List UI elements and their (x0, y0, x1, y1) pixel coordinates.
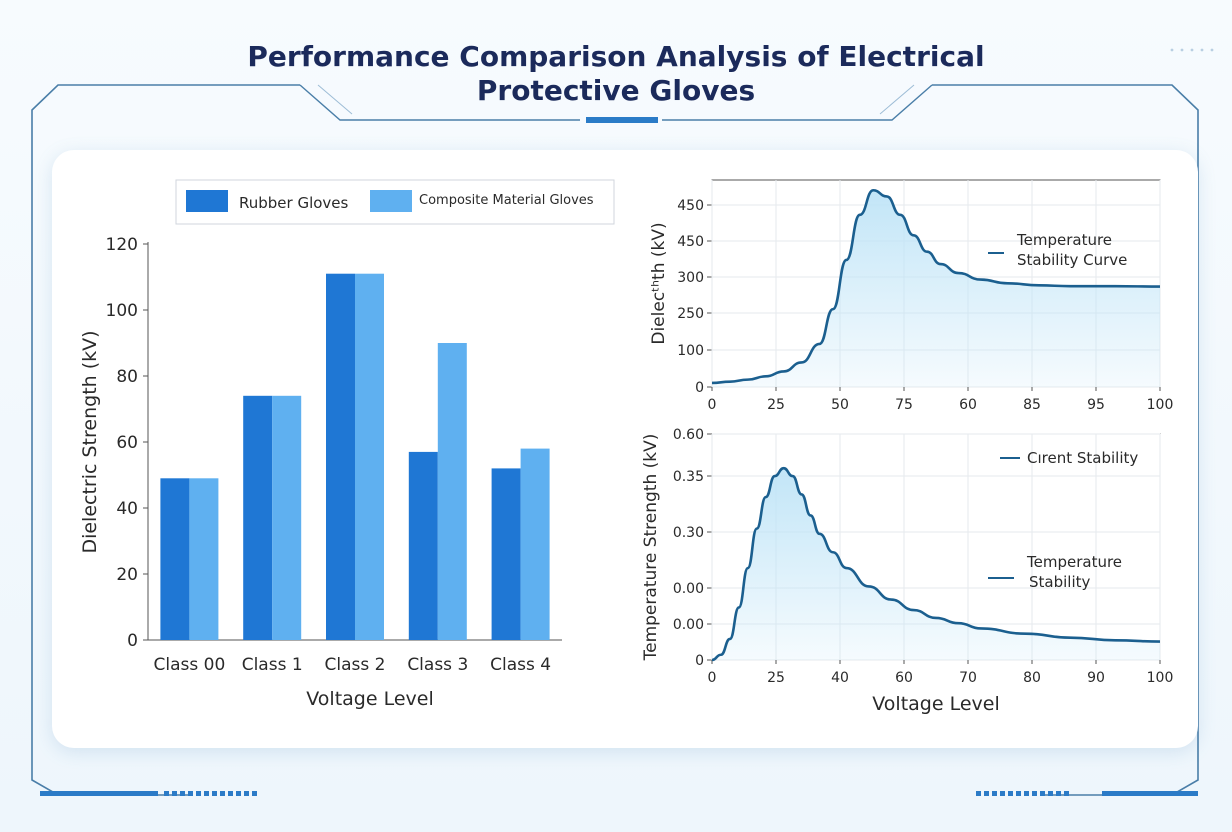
legend-label-rubber: Rubber Gloves (239, 194, 349, 212)
bar-rubber (160, 478, 190, 640)
dielectric-curve-chart-x-tick-label: 95 (1087, 397, 1105, 413)
bar-composite (355, 273, 384, 640)
temperature-curve-chart-x-tick-label: 40 (831, 670, 849, 686)
page-title-line-2: Protective Gloves (476, 74, 756, 107)
temperature-curve-chart-y-tick-label: 0.00 (673, 581, 704, 597)
legend-label-current: Cırent Stability (1027, 449, 1138, 467)
bar-y-tick-label: 80 (116, 367, 138, 387)
bar-composite (437, 343, 467, 640)
temperature-curve-chart-x-tick-label: 70 (959, 670, 977, 686)
bar-y-axis-label: Dielectric Strength (kV) (79, 330, 101, 553)
bar-composite (189, 478, 219, 640)
bar-x-tick-label: Class 00 (154, 655, 226, 675)
bar-y-tick-label: 40 (116, 499, 138, 519)
legend-swatch-composite (370, 190, 412, 212)
temperature-curve-chart-x-tick-label: 25 (767, 670, 785, 686)
dielectric-curve-chart-line (711, 188, 1161, 385)
title-accent-bar (586, 117, 658, 123)
temperature-curve-chart-y-axis-label: Temperature Strength (kV) (641, 434, 661, 662)
bar-composite (520, 448, 550, 640)
temperature-curve-chart-y-tick-label: 0 (695, 653, 704, 669)
temperature-curve-chart-x-axis-label: Voltage Level (872, 693, 999, 715)
temperature-curve-chart-x-tick-label: 60 (895, 670, 913, 686)
dielectric-curve-chart-y-tick-label: 450 (677, 198, 704, 214)
bar-y-tick-label: 60 (116, 433, 138, 453)
dielectric-curve-chart-x-tick-label: 0 (708, 397, 717, 413)
dielectric-curve-chart-x-tick-label: 100 (1147, 397, 1174, 413)
temperature-curve-chart-x-tick-label: 90 (1087, 670, 1105, 686)
bar-chart: 0 20 40 60 80 100 120 Class 00 Class 1 Class 2 Cla… (79, 179, 615, 710)
bar-rubber (326, 273, 355, 640)
dielectric-curve-chart-y-tick-label: 250 (677, 306, 704, 322)
dielectric-curve-chart: 0 100 250 300 450 450 0 25 50 75 60 85 95 100 Dielecᵗʰ… (649, 179, 1174, 413)
dielectric-curve-chart-y-tick-label: 100 (677, 343, 704, 359)
temperature-curve-chart-x-tick-label: 0 (708, 670, 717, 686)
dielectric-curve-chart-x-tick-label: 85 (1023, 397, 1041, 413)
temperature-curve-chart-y-tick-label: 0.35 (673, 469, 704, 485)
bar-y-tick-label: 0 (127, 631, 138, 651)
bar-y-tick-label: 20 (116, 565, 138, 585)
temperature-curve-chart-x-tick-label: 80 (1023, 670, 1041, 686)
legend-label-composite: Composite Material Gloves (419, 193, 594, 208)
dielectric-curve-chart-x-tick-label: 50 (831, 397, 849, 413)
dielectric-curve-chart-y-tick-label: 300 (677, 270, 704, 286)
bar-x-tick-label: Class 2 (325, 655, 386, 675)
charts-canvas: 0 20 40 60 80 100 120 Class 00 Class 1 Class 2 Cla… (79, 179, 1174, 715)
temperature-curve-chart: 0 0.00 0.00 0.30 0.35 0.60 0 25 40 60 70 80 90 100 Tem… (641, 427, 1173, 715)
dielectric-curve-chart-x-tick-label: 75 (895, 397, 913, 413)
bar-rubber (243, 395, 273, 640)
temperature-curve-chart-x-tick-label: 100 (1147, 670, 1174, 686)
page-title-line-1: Performance Comparison Analysis of Elect… (247, 40, 985, 73)
bar-x-axis-label: Voltage Level (306, 688, 433, 710)
temperature-curve-chart-y-tick-label: 0.00 (673, 617, 704, 633)
bar-rubber (408, 451, 438, 640)
page-title: Performance Comparison Analysis of Elect… (0, 40, 1232, 108)
charts-card: 0 20 40 60 80 100 120 Class 00 Class 1 Class 2 Cla… (52, 150, 1198, 748)
bar-x-tick-label: Class 3 (407, 655, 468, 675)
dielectric-curve-chart-y-axis-label: Dielecᵗʰth (kV) (649, 222, 669, 344)
bar-legend: Rubber Gloves Composite Material Gloves (175, 179, 615, 225)
dielectric-curve-chart-area (712, 190, 1160, 387)
bar-y-tick-label: 100 (106, 301, 138, 321)
temperature-curve-chart-y-tick-label: 0.60 (673, 427, 704, 443)
dielectric-curve-chart-x-tick-label: 60 (959, 397, 977, 413)
dielectric-curve-chart-x-tick-label: 25 (767, 397, 785, 413)
dielectric-curve-chart-y-tick-label: 450 (677, 234, 704, 250)
bar-rubber (491, 468, 521, 640)
bar-y-tick-label: 120 (106, 235, 138, 255)
bar-composite (272, 395, 302, 640)
temperature-curve-chart-area (712, 468, 1160, 660)
legend-label-temp-curve: Temperature Stability Curve (1016, 231, 1127, 269)
bar-x-tick-label: Class 1 (242, 655, 303, 675)
dielectric-curve-chart-y-tick-label: 0 (695, 380, 704, 396)
temperature-curve-chart-line (711, 466, 1161, 662)
legend-label-temp-stability: Temperature Stability (1026, 553, 1122, 591)
bar-x-tick-label: Class 4 (490, 655, 551, 675)
legend-swatch-rubber (186, 190, 228, 212)
temperature-curve-chart-y-tick-label: 0.30 (673, 525, 704, 541)
